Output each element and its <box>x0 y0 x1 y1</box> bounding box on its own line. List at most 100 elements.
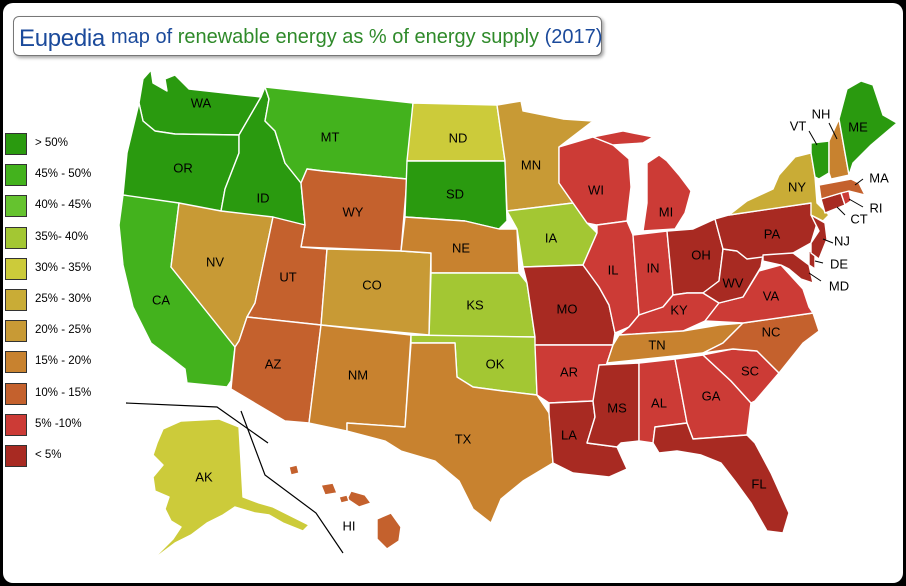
legend-swatch <box>5 320 27 343</box>
label-IA: IA <box>545 230 558 245</box>
state-HI-island-4[interactable] <box>288 464 300 476</box>
legend-swatch <box>5 257 27 280</box>
legend-item: 40% - 45% <box>5 195 115 218</box>
map-frame: WA OR CA ID NV MT WY UT AZ CO NM ND SD N… <box>3 3 903 583</box>
label-MT: MT <box>321 129 340 144</box>
label-NM: NM <box>348 367 368 382</box>
label-ME: ME <box>848 119 868 134</box>
legend-item: 10% - 15% <box>5 382 115 405</box>
label-CO: CO <box>362 277 382 292</box>
legend-swatch <box>5 289 27 311</box>
state-MD[interactable] <box>762 252 814 284</box>
label-NH: NH <box>812 106 831 121</box>
legend-label: 40% - 45% <box>35 199 92 212</box>
label-CT: CT <box>850 211 867 226</box>
state-VT[interactable] <box>810 140 830 180</box>
state-TX[interactable] <box>346 342 554 524</box>
label-RI: RI <box>870 200 883 215</box>
legend-item: > 50% <box>5 133 115 155</box>
legend-item: 35%- 40% <box>5 226 115 249</box>
label-WA: WA <box>191 95 212 110</box>
label-NE: NE <box>452 240 470 255</box>
label-NV: NV <box>206 254 224 269</box>
state-ME[interactable] <box>838 80 898 176</box>
label-UT: UT <box>279 269 296 284</box>
legend-item: 20% - 25% <box>5 320 115 343</box>
label-MA: MA <box>869 170 889 185</box>
label-ND: ND <box>449 130 468 145</box>
state-IL[interactable] <box>582 220 640 334</box>
label-TX: TX <box>455 431 472 446</box>
label-GA: GA <box>702 388 721 403</box>
legend-item: 15% - 20% <box>5 351 115 374</box>
title-box <box>13 16 602 56</box>
label-TN: TN <box>648 337 665 352</box>
state-MI[interactable] <box>592 130 692 232</box>
legend-swatch <box>5 195 27 218</box>
state-HI-island-3[interactable] <box>320 482 338 496</box>
legend-label: 15% - 20% <box>35 355 92 368</box>
label-KY: KY <box>670 302 688 317</box>
state-AK[interactable] <box>148 418 310 564</box>
label-VT: VT <box>790 118 807 133</box>
state-NJ[interactable] <box>810 214 828 260</box>
brand-logo: Eupedia <box>19 25 105 52</box>
state-FL[interactable] <box>652 422 790 534</box>
label-FL: FL <box>751 476 766 491</box>
label-WY: WY <box>343 204 364 219</box>
label-SD: SD <box>446 186 464 201</box>
us-map: WA OR CA ID NV MT WY UT AZ CO NM ND SD N… <box>118 69 898 564</box>
label-ID: ID <box>257 190 270 205</box>
label-AR: AR <box>560 364 578 379</box>
label-KS: KS <box>466 297 484 312</box>
title-part-2: renewable energy as % of energy supply <box>177 26 540 48</box>
label-VA: VA <box>763 288 780 303</box>
page-title: map of renewable energy as % of energy s… <box>111 26 602 49</box>
title-part-1: map of <box>111 26 178 48</box>
legend-label: > 50% <box>35 137 68 149</box>
inset-divider-line-hi <box>240 410 344 554</box>
leader-MD <box>808 272 822 282</box>
label-OK: OK <box>486 356 505 371</box>
label-MO: MO <box>557 301 578 316</box>
label-MD: MD <box>829 278 849 293</box>
state-HI[interactable] <box>376 512 402 550</box>
leader-CT <box>836 206 846 216</box>
state-HI-island-5[interactable] <box>338 494 350 504</box>
label-CA: CA <box>152 292 170 307</box>
inset-divider-line <box>125 402 269 444</box>
label-AZ: AZ <box>265 356 282 371</box>
label-WI: WI <box>588 182 604 197</box>
legend-label: 30% - 35% <box>35 261 92 274</box>
label-NC: NC <box>762 324 781 339</box>
label-IL: IL <box>608 262 619 277</box>
legend-swatch <box>5 164 27 187</box>
leader-NJ <box>822 238 834 244</box>
legend-item: 30% - 35% <box>5 257 115 280</box>
label-MS: MS <box>607 400 627 415</box>
legend-label: 20% - 25% <box>35 324 92 337</box>
legend-item: < 5% <box>5 445 115 467</box>
state-NC[interactable] <box>702 312 820 374</box>
leader-NH <box>828 122 838 140</box>
legend-swatch <box>5 226 27 249</box>
label-HI: HI <box>343 518 356 533</box>
legend-swatch <box>5 133 27 155</box>
legend-item: 45% - 50% <box>5 164 115 187</box>
legend-label: < 5% <box>35 449 62 461</box>
legend-label: 45% - 50% <box>35 168 92 181</box>
legend-label: 25% - 30% <box>35 293 92 305</box>
legend-label: 5% -10% <box>35 417 82 430</box>
title-part-3: (2017) <box>539 26 603 48</box>
label-NJ: NJ <box>834 233 850 248</box>
state-MA[interactable] <box>818 178 866 200</box>
label-DE: DE <box>830 256 848 271</box>
legend-swatch <box>5 445 27 467</box>
state-HI-island-2[interactable] <box>346 490 372 508</box>
label-LA: LA <box>561 427 577 442</box>
label-OR: OR <box>173 160 193 175</box>
leader-DE <box>814 260 824 264</box>
label-MN: MN <box>521 157 541 172</box>
label-NY: NY <box>788 179 806 194</box>
label-OH: OH <box>691 247 711 262</box>
